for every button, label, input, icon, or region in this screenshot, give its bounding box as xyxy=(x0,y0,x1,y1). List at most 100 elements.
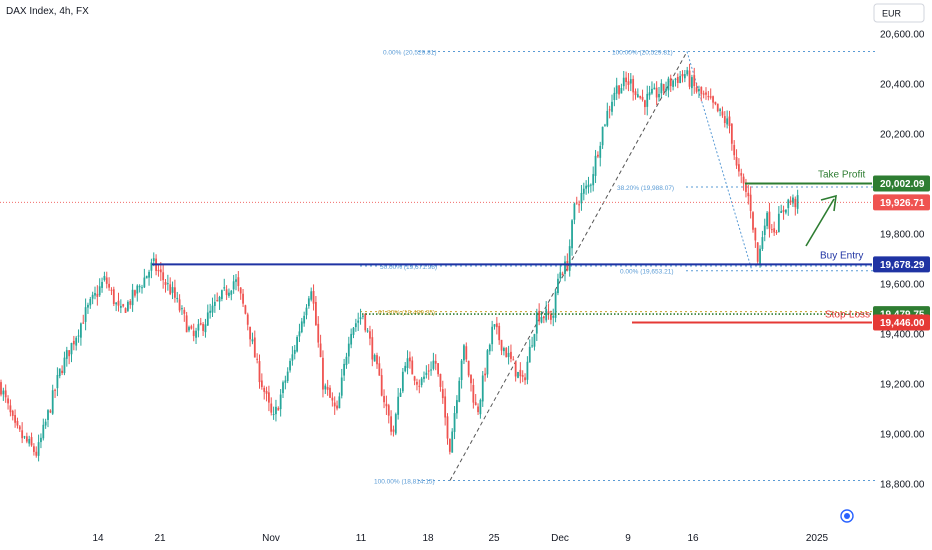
candle xyxy=(319,334,322,358)
candle xyxy=(369,325,371,346)
candle xyxy=(284,375,287,390)
candle xyxy=(134,289,136,298)
candle xyxy=(448,438,451,455)
candle xyxy=(199,317,202,326)
candle xyxy=(263,385,266,400)
candle-body xyxy=(376,355,378,365)
candle-body xyxy=(42,424,45,439)
candle xyxy=(293,344,296,360)
candle xyxy=(2,387,5,401)
candle-body xyxy=(159,269,162,273)
candle-body xyxy=(291,354,294,361)
candle xyxy=(700,86,703,102)
candle xyxy=(705,87,707,100)
candle xyxy=(235,273,237,291)
candle xyxy=(376,352,378,369)
take-profit-label: Take Profit xyxy=(818,169,865,180)
candle xyxy=(571,219,573,256)
candle xyxy=(796,189,799,214)
stop-loss-label: Stop-Loss xyxy=(825,310,870,321)
candle xyxy=(221,289,223,302)
candle xyxy=(613,87,616,107)
fib-label: 100.00% (20,529.81) xyxy=(612,50,673,57)
candle-body xyxy=(745,184,747,192)
candle xyxy=(249,326,251,347)
candle-body xyxy=(641,96,644,100)
candle xyxy=(667,76,670,98)
candle-body xyxy=(458,380,461,402)
candle-body xyxy=(143,277,146,288)
candle xyxy=(4,384,7,403)
candle xyxy=(47,409,49,428)
candle xyxy=(373,353,376,362)
candle xyxy=(244,304,247,315)
candle xyxy=(627,73,630,92)
candle xyxy=(260,373,263,390)
candle xyxy=(418,379,421,394)
candle xyxy=(14,409,16,428)
candle xyxy=(641,89,644,102)
candle-body xyxy=(554,291,557,318)
candle xyxy=(658,86,660,102)
candle xyxy=(94,286,96,300)
candle-body xyxy=(141,287,143,289)
candle-body xyxy=(792,197,794,204)
candle-body xyxy=(117,300,120,306)
candle xyxy=(681,70,684,83)
candle-body xyxy=(108,283,110,288)
candle-body xyxy=(218,296,221,302)
candle xyxy=(587,176,590,194)
candle xyxy=(474,394,477,406)
candle xyxy=(775,229,778,235)
candle-body xyxy=(94,292,96,296)
candle-body xyxy=(611,101,613,112)
candle xyxy=(789,196,792,205)
candle xyxy=(773,221,776,236)
currency-button[interactable]: EUR xyxy=(873,3,925,23)
candle xyxy=(37,434,40,462)
candle xyxy=(164,279,167,293)
candle-body xyxy=(580,192,583,204)
candle-body xyxy=(312,290,315,304)
candle-body xyxy=(122,304,125,307)
candle-body xyxy=(174,287,176,298)
candle xyxy=(634,88,637,100)
candle-body xyxy=(592,174,595,186)
candle xyxy=(326,379,329,396)
candle-body xyxy=(169,284,172,295)
candle-body xyxy=(604,124,606,126)
candle-body xyxy=(239,287,242,294)
candle-body xyxy=(465,346,468,360)
candle-body xyxy=(385,403,388,407)
candle-body xyxy=(519,369,522,377)
candle-body xyxy=(380,375,383,396)
candle xyxy=(723,111,726,128)
candle-body xyxy=(307,298,310,307)
candle xyxy=(768,202,771,238)
y-tick-label: 20,400.00 xyxy=(880,80,925,91)
candle-body xyxy=(293,349,296,354)
candle-body xyxy=(441,389,444,399)
candle-body xyxy=(667,78,670,91)
candle-body xyxy=(789,200,792,203)
candle xyxy=(691,74,693,96)
candle xyxy=(68,350,71,365)
time-axis[interactable]: 14 21 Nov 11 18 25 Dec 9 16 2025 xyxy=(92,533,828,544)
candle-body xyxy=(138,286,141,288)
candle-body xyxy=(145,275,148,279)
candle-body xyxy=(627,81,630,85)
candle xyxy=(251,332,254,345)
candle xyxy=(35,446,38,458)
candle xyxy=(315,295,317,327)
candle xyxy=(362,315,364,320)
candle xyxy=(298,323,301,343)
candle xyxy=(392,425,395,437)
candle xyxy=(21,422,24,444)
x-tick-label: 14 xyxy=(92,533,104,544)
candle xyxy=(42,418,45,441)
candle-body xyxy=(705,92,707,95)
candle xyxy=(430,361,432,376)
candle-body xyxy=(319,343,322,357)
candle-body xyxy=(542,316,545,319)
